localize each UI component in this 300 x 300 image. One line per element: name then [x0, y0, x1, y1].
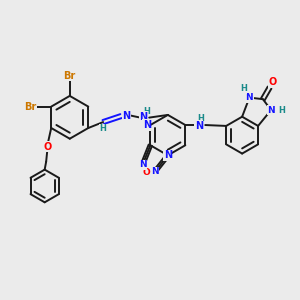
- Text: N: N: [164, 150, 172, 160]
- Text: H: H: [143, 106, 150, 116]
- Text: N: N: [246, 93, 253, 102]
- Text: O: O: [142, 168, 150, 177]
- Text: O: O: [44, 142, 52, 152]
- Text: N: N: [151, 167, 159, 176]
- Text: N: N: [267, 106, 275, 115]
- Text: H: H: [278, 106, 285, 116]
- Text: N: N: [139, 160, 146, 169]
- Text: H: H: [240, 85, 247, 94]
- Text: Br: Br: [24, 102, 36, 112]
- Text: H: H: [198, 114, 205, 123]
- Text: N: N: [139, 112, 147, 122]
- Text: N: N: [195, 121, 203, 130]
- Text: H: H: [100, 124, 106, 133]
- Text: O: O: [268, 77, 277, 88]
- Text: N: N: [143, 120, 151, 130]
- Text: N: N: [122, 110, 130, 121]
- Text: Br: Br: [64, 71, 76, 81]
